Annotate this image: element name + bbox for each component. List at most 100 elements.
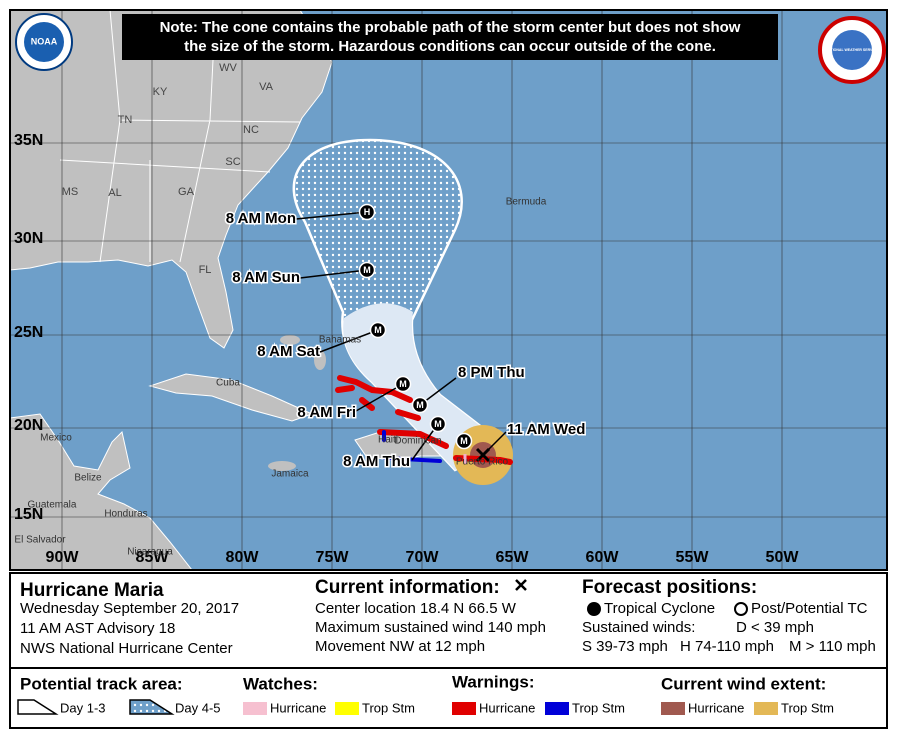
legend-title: Potential track area:	[20, 674, 183, 693]
forecast-label: 8 AM Fri	[297, 404, 356, 421]
legend-item: Hurricane	[270, 700, 326, 715]
current-icon	[515, 579, 527, 591]
lon-label: 65W	[496, 549, 530, 566]
lat-label: 20N	[14, 417, 43, 434]
tc-icon	[587, 602, 601, 616]
forecast-m: M > 110 mph	[789, 638, 876, 655]
state-label: VA	[259, 81, 274, 93]
lon-label: 50W	[766, 549, 800, 566]
land	[10, 413, 193, 570]
place-label: Dominican	[394, 436, 441, 447]
place-label: Guatemala	[28, 500, 77, 511]
forecast-marker	[369, 321, 387, 339]
forecast-d: D < 39 mph	[736, 619, 814, 636]
day13-swatch	[17, 699, 59, 715]
forecast-marker	[411, 396, 429, 414]
forecast-marker	[394, 375, 412, 393]
state-label: KY	[153, 86, 168, 98]
marker-letter: M	[434, 419, 442, 429]
forecast-winds: Sustained winds:	[582, 619, 695, 636]
lon-label: 70W	[406, 549, 440, 566]
forecast-label: 11 AM Wed	[507, 421, 585, 438]
forecast-s: S 39-73 mph	[582, 638, 668, 655]
day45-swatch	[129, 699, 175, 715]
place-label: Mexico	[40, 433, 72, 444]
note-line: the size of the storm. Hazardous conditi…	[184, 38, 716, 55]
marker-letter: M	[416, 400, 424, 410]
legend-title: Warnings:	[452, 672, 534, 691]
warn-hurricane-swatch	[452, 702, 476, 715]
legend-title: Watches:	[243, 674, 318, 693]
advisory: 11 AM AST Advisory 18	[20, 620, 175, 637]
land	[10, 10, 333, 349]
place-label: Nicaragua	[127, 547, 173, 558]
noaa-text: NOAA	[31, 36, 58, 46]
lon-label: 90W	[46, 549, 80, 566]
note-box	[122, 14, 778, 60]
forecast-label: 8 AM Sun	[232, 269, 300, 286]
forecast-label: 8 AM Thu	[343, 453, 410, 470]
noaa-logo-inner	[24, 22, 64, 62]
state-label: SC	[225, 156, 240, 168]
nws-logo-inner	[832, 30, 872, 70]
ptc-icon	[734, 602, 748, 616]
state-label: WV	[219, 62, 237, 74]
place-label: El Salvador	[14, 535, 66, 546]
forecast-marker	[358, 261, 376, 279]
forecast-h: H 74-110 mph	[680, 638, 774, 655]
state-label: TN	[118, 114, 133, 126]
legend-title: Current wind extent:	[661, 674, 826, 693]
marker-letter: H	[364, 207, 371, 217]
place-label: Cuba	[216, 378, 240, 389]
legend-item: Trop Stm	[362, 700, 415, 715]
note-line: Note: The cone contains the probable pat…	[160, 19, 741, 36]
state-label: FL	[199, 264, 212, 276]
watch-hurricane-swatch	[243, 702, 267, 715]
forecast-label: 8 AM Sat	[257, 343, 320, 360]
marker-letter: M	[374, 325, 382, 335]
state-label: MS	[62, 186, 79, 198]
marker-letter: M	[363, 265, 371, 275]
forecast-marker	[429, 415, 447, 433]
lon-label: 85W	[136, 549, 170, 566]
watch-trop-swatch	[335, 702, 359, 715]
lat-label: 25N	[14, 324, 43, 341]
marker-letter: M	[399, 379, 407, 389]
marker-letter: M	[460, 436, 468, 446]
legend-item: Trop Stm	[781, 700, 834, 715]
current-title: Current information:	[315, 577, 500, 598]
map-labels: 35N 30N 25N 20N 15N 90W 85W 80W 75W 70W 65W 60W 55W 5…	[14, 62, 799, 566]
lat-label: 30N	[14, 230, 43, 247]
legend-item: Day 1-3	[60, 700, 106, 715]
nws-text: NATIONAL WEATHER SERVICE	[826, 48, 879, 52]
map-frame	[9, 9, 888, 571]
warn-trop-swatch	[545, 702, 569, 715]
state-label: AL	[108, 187, 121, 199]
place-label: Haiti	[378, 435, 398, 446]
forecast-label: 8 AM Mon	[226, 210, 296, 227]
lon-label: 80W	[226, 549, 260, 566]
land	[268, 461, 296, 471]
land	[280, 335, 300, 345]
legend-item: Day 4-5	[175, 700, 221, 715]
current-wind: Maximum sustained wind 140 mph	[315, 619, 546, 636]
cone-day-1-3	[343, 303, 505, 470]
wind-hurricane-swatch	[661, 702, 685, 715]
place-label: Puerto Rico	[456, 457, 509, 468]
place-label: Belize	[74, 473, 102, 484]
current-movement: Movement NW at 12 mph	[315, 638, 485, 655]
forecast-label: 8 PM Thu	[458, 364, 525, 381]
legend-item: Hurricane	[479, 700, 535, 715]
lon-label: 60W	[586, 549, 620, 566]
lon-label: 55W	[676, 549, 710, 566]
storm-name: Hurricane Maria	[20, 580, 164, 601]
place-label: Bermuda	[506, 197, 547, 208]
lat-label: 35N	[14, 132, 43, 149]
forecast-leaders	[295, 211, 507, 461]
forecast-tc: Tropical Cyclone	[604, 600, 715, 617]
land	[314, 350, 326, 370]
forecast-ptc: Post/Potential TC	[751, 600, 868, 617]
